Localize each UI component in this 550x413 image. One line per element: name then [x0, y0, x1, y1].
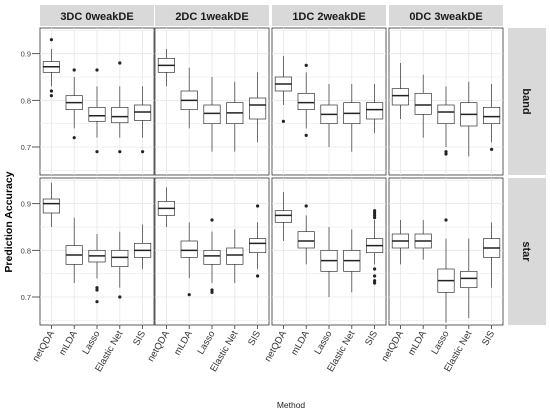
outlier-point — [444, 150, 448, 154]
outlier-point — [187, 293, 191, 297]
box-iqr — [297, 92, 315, 111]
outlier-point — [304, 63, 308, 67]
box-iqr — [111, 106, 129, 124]
box-iqr — [88, 106, 106, 122]
x-tick-label: netQDA — [263, 328, 290, 363]
box-iqr — [111, 249, 129, 268]
outlier-point — [373, 209, 377, 213]
outlier-point — [95, 150, 99, 154]
x-tick-label: netQDA — [31, 328, 58, 363]
outlier-point — [373, 267, 377, 271]
y-tick-label: 0.9 — [21, 200, 31, 209]
outlier-point — [373, 279, 377, 283]
x-tick-label: Lasso — [312, 329, 334, 356]
box-iqr — [203, 249, 221, 265]
box-iqr — [249, 97, 267, 120]
x-tick-label: SIS — [131, 329, 148, 348]
outlier-point — [210, 288, 214, 292]
x-tick-label: Lasso — [195, 329, 217, 356]
column-strip-label: 2DC 1weakDE — [175, 11, 248, 23]
column-strip-label: 1DC 2weakDE — [292, 11, 365, 23]
column-strip-label: 0DC 3weakDE — [409, 11, 482, 23]
box-iqr — [203, 104, 221, 125]
outlier-point — [118, 295, 122, 299]
y-tick-label: 0.9 — [21, 50, 31, 59]
box-iqr — [366, 102, 384, 120]
outlier-point — [444, 218, 448, 222]
x-tick-label: Lasso — [80, 329, 102, 356]
box-iqr — [297, 231, 315, 249]
outlier-point — [95, 286, 99, 290]
column-strip — [155, 5, 269, 26]
outlier-point — [281, 119, 285, 123]
outlier-point — [373, 216, 377, 220]
outlier-point — [210, 290, 214, 294]
outlier-point — [141, 150, 145, 154]
y-tick-label: 0.7 — [21, 293, 31, 302]
outlier-point — [373, 274, 377, 278]
column-strip-label: 3DC 0weakDE — [60, 11, 133, 23]
box-iqr — [274, 210, 292, 223]
outlier-point — [72, 68, 76, 72]
x-tick-label: mLDA — [57, 328, 80, 357]
column-strip — [272, 5, 386, 26]
x-tick-label: netQDA — [146, 328, 173, 363]
outlier-point — [49, 94, 54, 98]
outlier-point — [256, 204, 260, 208]
x-tick-label: mLDA — [289, 328, 312, 357]
outlier-point — [210, 218, 214, 222]
outlier-point — [373, 211, 377, 215]
x-tick-label: mLDA — [406, 328, 429, 357]
box-iqr — [226, 247, 244, 265]
row-strip — [508, 28, 546, 175]
outlier-point — [490, 147, 494, 151]
box-iqr — [391, 88, 409, 106]
x-tick-label: netQDA — [380, 328, 407, 363]
row-strip — [508, 178, 546, 325]
x-tick-label: mLDA — [172, 328, 195, 357]
outlier-point — [95, 300, 99, 304]
column-strip — [389, 5, 503, 26]
box-iqr — [180, 240, 198, 258]
x-tick-label: SIS — [246, 329, 263, 348]
row-strip-label: star — [520, 241, 532, 262]
box-iqr — [249, 238, 267, 254]
x-tick-label: SIS — [480, 329, 497, 348]
x-axis-title: Method — [277, 400, 306, 410]
outlier-point — [95, 68, 99, 72]
y-tick-label: 0.7 — [21, 143, 31, 152]
outlier-point — [95, 288, 99, 292]
box-iqr — [483, 106, 501, 125]
outlier-point — [256, 274, 260, 278]
row-strip-label: band — [520, 88, 532, 114]
box-iqr — [437, 104, 455, 125]
outlier-point — [373, 281, 377, 285]
y-tick-label: 0.8 — [21, 96, 31, 105]
panels-layer: 3DC 0weakDE 2DC 1weakDE 1DC 2weakDE 0DC 3we… — [21, 5, 546, 374]
column-strip — [40, 5, 154, 26]
outlier-point — [118, 150, 122, 154]
y-axis-title: Prediction Accuracy — [3, 171, 15, 272]
outlier-point — [118, 61, 122, 65]
outlier-point — [444, 152, 448, 156]
outlier-point — [49, 89, 54, 93]
outlier-point — [49, 38, 54, 42]
outlier-point — [373, 213, 377, 217]
y-tick-label: 0.8 — [21, 246, 31, 255]
outlier-point — [72, 136, 76, 140]
box-iqr — [460, 270, 478, 289]
x-tick-label: Lasso — [429, 329, 451, 356]
x-tick-label: SIS — [363, 329, 380, 348]
outlier-point — [304, 204, 308, 208]
outlier-point — [304, 133, 308, 137]
box-iqr — [42, 198, 60, 214]
box-iqr — [414, 92, 432, 115]
